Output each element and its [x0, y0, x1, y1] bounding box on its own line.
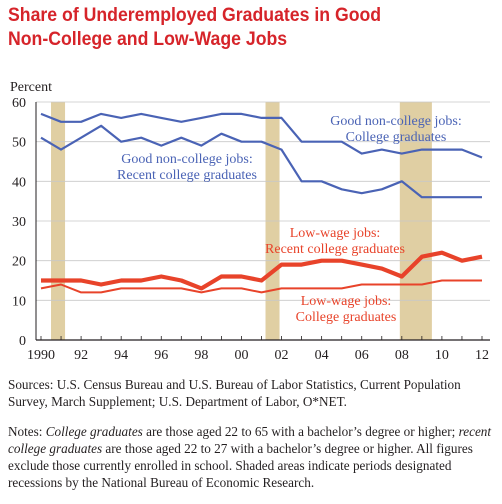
x-tick-label-96: 96	[154, 348, 168, 363]
x-tick-label-08: 08	[395, 348, 409, 363]
sources-note: Sources: U.S. Census Bureau and U.S. Bur…	[8, 377, 461, 409]
y-tick-label-10: 10	[12, 294, 26, 309]
series-line-1	[40, 112, 483, 159]
x-tick-label-92: 92	[74, 348, 88, 363]
annotation-4-line2: College graduates	[296, 310, 397, 325]
annotation-1-line2: College graduates	[346, 130, 447, 145]
notes-text-2: are those aged 22 to 27 with a bachelor’…	[8, 441, 473, 490]
x-tick-label-00: 00	[234, 348, 248, 363]
series-line-3	[41, 250, 483, 291]
x-tick-label-1990: 1990	[27, 348, 55, 363]
annotation-4-line1: Low-wage jobs:	[301, 294, 392, 309]
notes-prefix: Notes:	[8, 424, 46, 439]
y-tick-label-40: 40	[12, 175, 26, 190]
notes-term-college-graduates: College graduates	[45, 424, 143, 439]
annotation-3-line2: Recent college graduates	[265, 242, 405, 257]
annotation-2-line2: Recent college graduates	[117, 168, 257, 183]
x-tick-label-94: 94	[114, 348, 128, 363]
notes-text: Notes: College graduates are those aged …	[8, 423, 498, 491]
chart-title-line1: Share of Underemployed Graduates in Good	[8, 5, 382, 26]
annotation-1-line1: Good non-college jobs:	[330, 114, 461, 129]
series-line-4	[40, 279, 482, 294]
series-line-2	[40, 124, 482, 199]
x-tick-label-06: 06	[355, 348, 369, 363]
y-tick-label-50: 50	[12, 136, 26, 151]
chart-title: Share of Underemployed Graduates in Good…	[8, 4, 460, 52]
x-tick-label-98: 98	[194, 348, 208, 363]
x-tick-label-12: 12	[475, 348, 489, 363]
x-tick-label-02: 02	[275, 348, 289, 363]
line-chart: 0 10 20 30 40 50 60 1990 92 94 96 98 00 02 04 06 08 10 12 G…	[12, 96, 490, 363]
notes-term-recent-college-graduates: recent college graduates	[8, 424, 492, 456]
x-tick-label-04: 04	[315, 348, 329, 363]
x-tick-label-10: 10	[435, 348, 449, 363]
y-tick-label-0: 0	[19, 334, 26, 349]
annotation-2-line1: Good non-college jobs:	[121, 152, 252, 167]
notes-text-1: are those aged 22 to 65 with a bachelor’…	[142, 424, 459, 439]
chart-title-line2: Non-College and Low-Wage Jobs	[8, 29, 288, 50]
y-axis-label: Percent	[10, 80, 52, 95]
y-tick-label-60: 60	[12, 96, 26, 111]
annotation-3-line1: Low-wage jobs:	[290, 226, 381, 241]
y-tick-label-30: 30	[12, 215, 26, 230]
y-tick-label-20: 20	[12, 255, 26, 270]
